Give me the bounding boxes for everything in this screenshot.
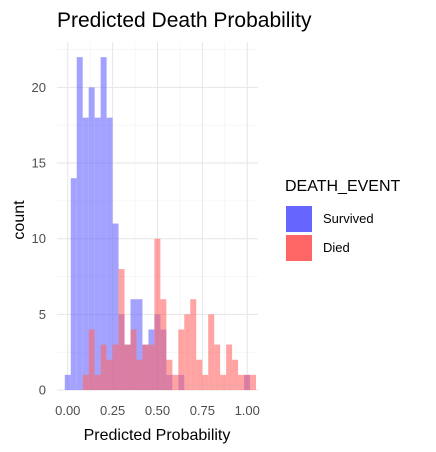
survived-bar (112, 223, 119, 390)
legend-label-died: Died (323, 240, 350, 255)
survived-bar (100, 57, 107, 391)
x-tick-label: 1.00 (235, 403, 260, 418)
died-bar (202, 374, 209, 390)
x-tick-label: 0.00 (55, 403, 80, 418)
survived-bar (76, 57, 83, 391)
y-axis-ticks: 0 5 10 15 20 (32, 80, 46, 398)
died-bar (160, 299, 167, 390)
survived-bar (82, 117, 89, 391)
survived-bar (70, 178, 77, 390)
y-tick-label: 20 (32, 80, 46, 95)
y-tick-label: 5 (39, 307, 46, 322)
died-bar (100, 344, 107, 390)
died-bar (118, 268, 125, 390)
died-bar (226, 344, 233, 390)
y-axis-title: count (11, 200, 28, 240)
y-tick-label: 0 (39, 383, 46, 398)
died-bar (130, 329, 137, 390)
died-bar (178, 329, 185, 390)
died-bar (124, 344, 131, 390)
died-bar (88, 329, 95, 390)
legend-swatch-died (286, 235, 312, 261)
y-tick-label: 15 (32, 156, 46, 171)
died-bar (94, 374, 101, 390)
died-bar (214, 344, 221, 390)
died-bar (172, 374, 179, 390)
x-axis-title: Predicted Probability (84, 427, 231, 444)
died-bar (166, 359, 173, 390)
died-bar (184, 314, 191, 390)
died-bar (136, 359, 143, 390)
x-tick-label: 0.50 (145, 403, 170, 418)
legend-label-survived: Survived (323, 211, 374, 226)
died-bar (154, 238, 161, 390)
survived-bar (106, 117, 113, 391)
died-bar (112, 344, 119, 390)
died-bar (82, 374, 89, 390)
y-tick-label: 10 (32, 231, 46, 246)
survived-bar (64, 374, 71, 390)
died-bar (208, 314, 215, 390)
x-tick-label: 0.25 (100, 403, 125, 418)
x-tick-label: 0.75 (190, 403, 215, 418)
died-bar (196, 359, 203, 390)
died-bar (106, 359, 113, 390)
legend: DEATH_EVENT Survived Died (285, 178, 401, 261)
survived-bar (136, 299, 143, 390)
died-bar (232, 359, 239, 390)
died-bar (148, 344, 155, 390)
survived-bar (88, 87, 95, 391)
died-bar (250, 374, 257, 390)
died-bar (220, 374, 227, 390)
survived-bar (94, 117, 101, 391)
died-bars (82, 238, 257, 390)
died-bar (142, 344, 149, 390)
x-axis-ticks: 0.00 0.25 0.50 0.75 1.00 (55, 403, 260, 418)
chart-title: Predicted Death Probability (57, 9, 312, 32)
died-bar (244, 374, 251, 390)
legend-title: DEATH_EVENT (285, 178, 401, 195)
legend-swatch-survived (286, 206, 312, 232)
died-bar (238, 374, 245, 390)
died-bar (190, 299, 197, 390)
